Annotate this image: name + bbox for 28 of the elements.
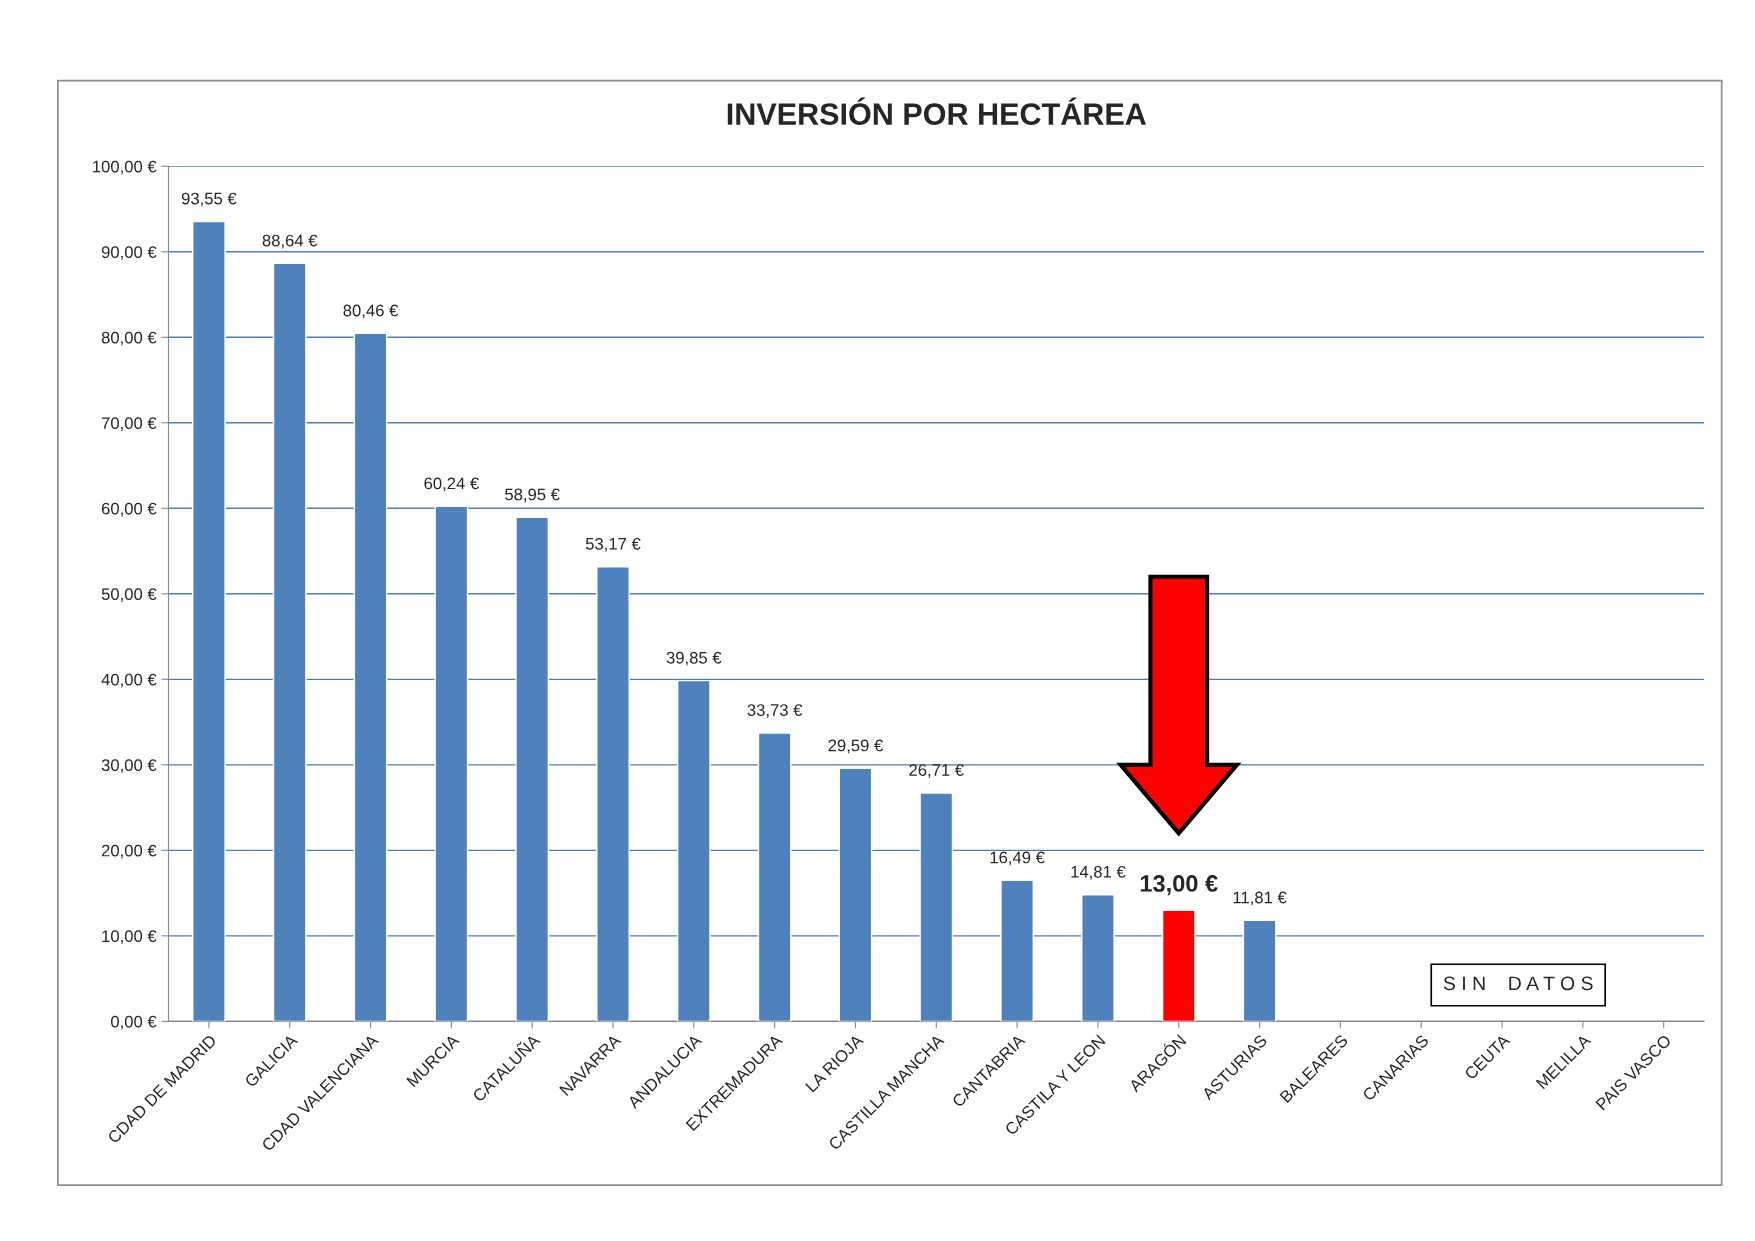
y-tick-label: 20,00 € bbox=[101, 844, 157, 859]
data-label: 11,81 € bbox=[1233, 891, 1287, 906]
data-label: 13,00 € bbox=[1140, 875, 1218, 896]
y-tick-label: 60,00 € bbox=[101, 502, 157, 517]
data-label: 14,81 € bbox=[1071, 865, 1126, 880]
y-tick-label: 80,00 € bbox=[101, 331, 157, 346]
y-tick-label: 0,00 € bbox=[110, 1015, 157, 1030]
data-label: 26,71 € bbox=[909, 764, 964, 778]
data-label: 33,73 € bbox=[747, 704, 803, 718]
y-tick-label: 50,00 € bbox=[101, 588, 157, 602]
chart-title: INVERSIÓN POR HECTÁREA bbox=[727, 97, 1146, 125]
data-label: 80,46 € bbox=[343, 304, 399, 319]
y-tick-label: 30,00 € bbox=[101, 759, 157, 773]
bar bbox=[1161, 909, 1196, 1022]
y-tick-label: 90,00 € bbox=[101, 246, 157, 260]
y-tick-label: 10,00 € bbox=[102, 930, 157, 945]
data-label: 60,24 € bbox=[424, 477, 479, 492]
data-label: 39,85 € bbox=[666, 651, 722, 666]
data-label: 93,55 € bbox=[181, 192, 237, 207]
y-tick-label: 100,00 € bbox=[93, 160, 157, 175]
annotation: S I N D A T O S bbox=[1443, 976, 1593, 991]
data-label: 16,49 € bbox=[990, 851, 1045, 866]
data-label: 29,59 € bbox=[828, 739, 884, 754]
data-label: 58,95 € bbox=[505, 488, 560, 503]
data-label: 88,64 € bbox=[262, 234, 318, 249]
y-tick-label: 40,00 € bbox=[101, 673, 157, 688]
data-label: 53,17 € bbox=[585, 537, 641, 552]
y-tick-label: 70,00 € bbox=[101, 417, 157, 431]
